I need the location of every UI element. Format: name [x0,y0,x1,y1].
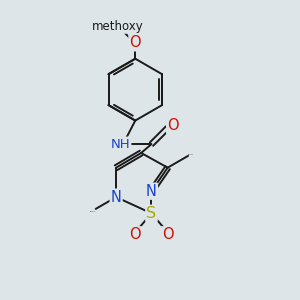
Text: O: O [130,227,141,242]
Text: methyl4: methyl4 [188,154,194,155]
Text: N: N [111,190,122,205]
Text: S: S [146,206,157,221]
Text: methoxy: methoxy [92,20,144,33]
Text: N: N [146,184,157,199]
Text: NH: NH [111,138,130,151]
Text: O: O [162,227,173,242]
Text: O: O [130,35,141,50]
Text: methyl2: methyl2 [90,211,96,212]
Text: O: O [167,118,179,133]
